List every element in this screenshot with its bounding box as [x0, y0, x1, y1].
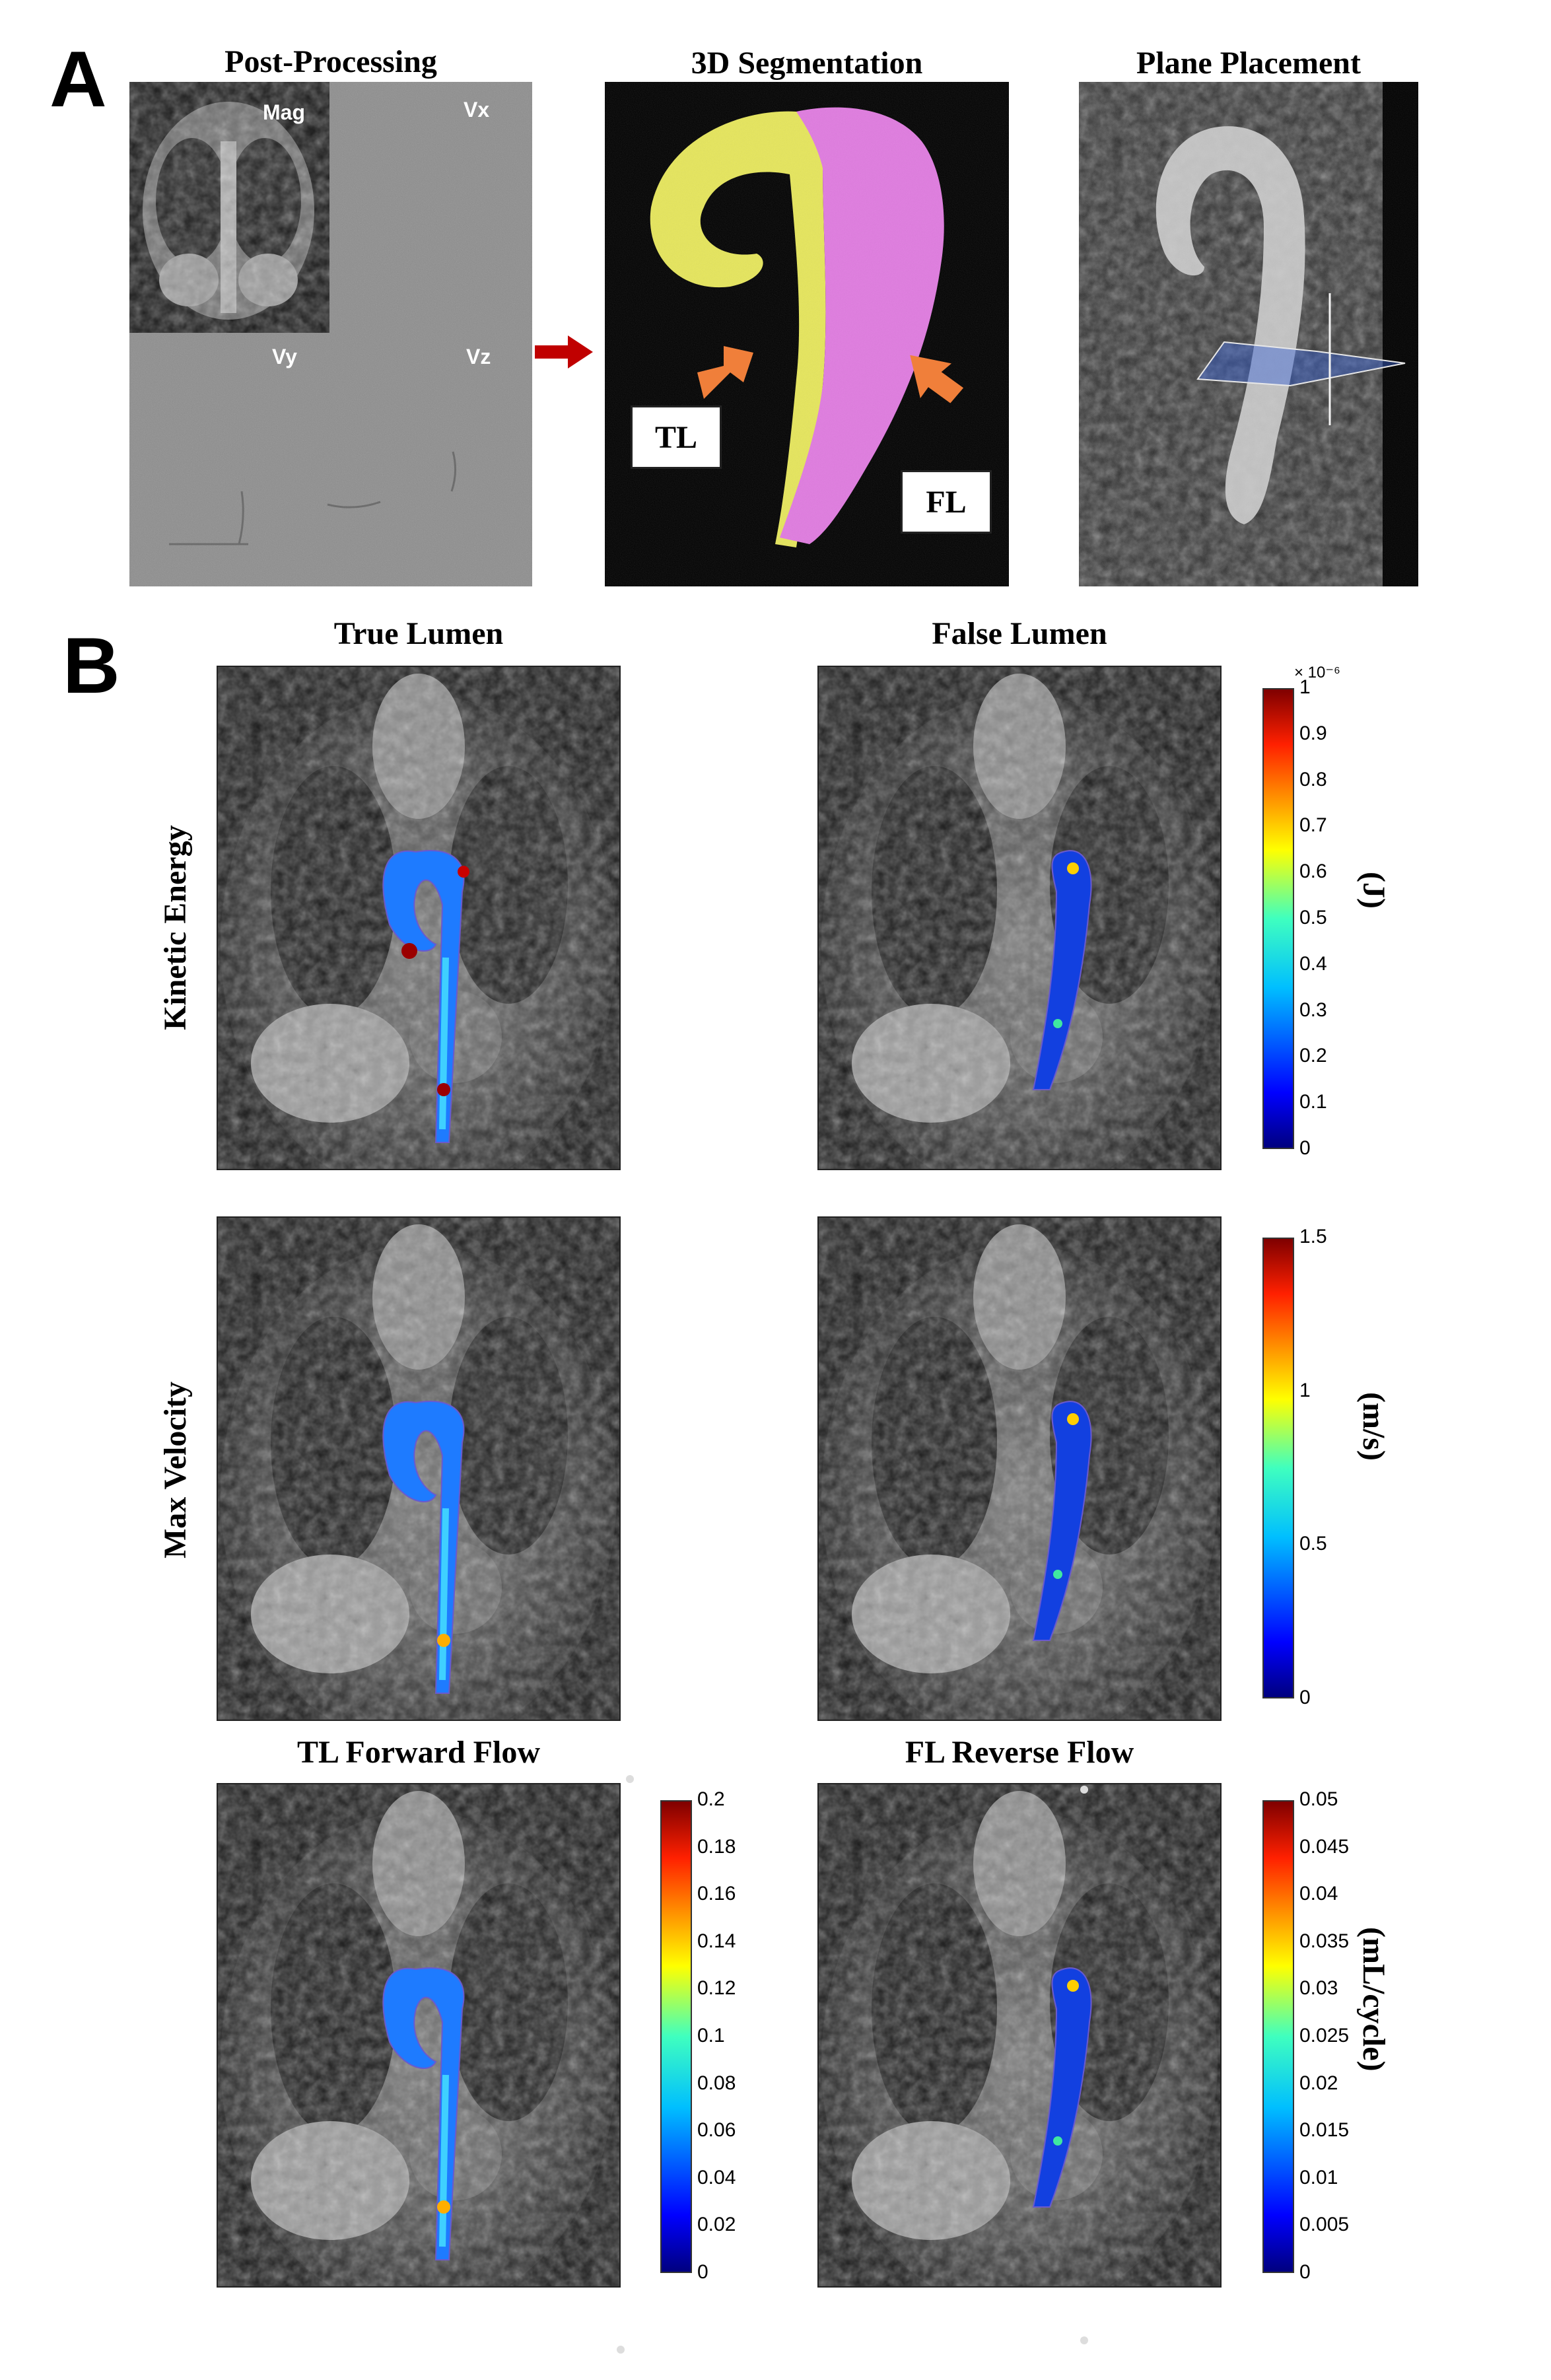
- fl-flow-colorbar-ticks: 0.05 0.045 0.04 0.035 0.03 0.025 0.02 0.015 0.01…: [1299, 1788, 1365, 2283]
- colorbar-tick-label: 0: [1299, 1687, 1311, 1708]
- colorbar-tick-label: 0.3: [1299, 998, 1327, 1021]
- fl-reverse-flow-map: [817, 1783, 1222, 2288]
- colorbar-tick-label: 0: [1299, 2261, 1311, 2283]
- colorbar-tick-label: 0.6: [1299, 860, 1327, 883]
- colorbar-tick-label: 0.18: [697, 1835, 736, 1858]
- fl-flow-colorbar: [1262, 1800, 1294, 2273]
- colorbar-tick-label: 0.035: [1299, 1930, 1350, 1952]
- plane-placement-title: Plane Placement: [1136, 46, 1361, 81]
- right-arrow-icon: [535, 335, 593, 368]
- colorbar-tick-label: 0.06: [697, 2119, 736, 2142]
- ke-colorbar-exponent: × 10⁻⁶: [1294, 664, 1340, 682]
- colorbar-tick-label: 0.04: [1299, 1883, 1338, 1905]
- colorbar-tick-label: 0.1: [697, 2025, 725, 2047]
- kinetic-energy-label: Kinetic Energy: [158, 825, 193, 1030]
- false-lumen-title: False Lumen: [932, 616, 1107, 651]
- vel-colorbar-unit: (m/s): [1356, 1392, 1391, 1461]
- colorbar-tick-label: 0.04: [697, 2166, 736, 2188]
- tl-forward-flow-map: [217, 1783, 621, 2288]
- colorbar-tick-label: 0: [697, 2261, 708, 2283]
- colorbar-tick-label: 0: [1299, 1137, 1311, 1159]
- colorbar-tick-label: 0.025: [1299, 2025, 1350, 2047]
- colorbar-tick-label: 0.1: [1299, 1091, 1327, 1113]
- scan-dot: [617, 2346, 625, 2354]
- colorbar-tick-label: 0.02: [1299, 2072, 1338, 2094]
- ke-colorbar-unit: (J): [1356, 872, 1391, 909]
- colorbar-tick-label: 1.5: [1299, 1226, 1327, 1247]
- tl-kinetic-energy-map: [217, 666, 621, 1170]
- vz-label: Vz: [466, 345, 491, 368]
- max-velocity-label: Max Velocity: [158, 1382, 193, 1558]
- colorbar-tick-label: 0.9: [1299, 722, 1327, 744]
- tl-forward-flow-title: TL Forward Flow: [297, 1735, 540, 1770]
- vx-label: Vx: [464, 98, 490, 122]
- post-processing-title: Post-Processing: [224, 44, 437, 79]
- colorbar-tick-label: 0.015: [1299, 2119, 1350, 2142]
- colorbar-tick-label: 0.5: [1299, 907, 1327, 928]
- segmentation-title: 3D Segmentation: [691, 46, 923, 81]
- colorbar-tick-label: 0.05: [1299, 1788, 1338, 1810]
- colorbar-tick-label: 0.7: [1299, 814, 1327, 837]
- fl-flow-colorbar-unit: (mL/cycle): [1356, 1927, 1391, 2072]
- scan-dot: [1080, 1786, 1088, 1794]
- colorbar-tick-label: 0.16: [697, 1883, 736, 1905]
- colorbar-tick-label: 1: [1299, 676, 1311, 698]
- tl-flow-colorbar: [660, 1800, 692, 2273]
- colorbar-tick-label: 0.4: [1299, 952, 1327, 975]
- colorbar-tick-label: 0.2: [697, 1788, 725, 1810]
- colorbar-tick-label: 0.01: [1299, 2166, 1338, 2188]
- colorbar-tick-label: 0.8: [1299, 768, 1327, 790]
- colorbar-tick-label: 0.12: [697, 1977, 736, 2000]
- fl-reverse-flow-title: FL Reverse Flow: [905, 1735, 1134, 1770]
- colorbar-tick-label: 0.005: [1299, 2214, 1350, 2236]
- colorbar-tick-label: 0.03: [1299, 1977, 1338, 2000]
- panel-a-letter: A: [50, 35, 107, 123]
- colorbar-tick-label: 0.14: [697, 1930, 736, 1952]
- ke-colorbar: [1262, 688, 1294, 1149]
- fl-max-velocity-map: [817, 1216, 1222, 1721]
- scan-dot: [626, 1775, 634, 1783]
- colorbar-tick-label: 0.2: [1299, 1045, 1327, 1067]
- colorbar-tick-label: 1: [1299, 1379, 1311, 1401]
- colorbar-tick-label: 0.5: [1299, 1533, 1327, 1555]
- plane-placement-image: [1079, 82, 1418, 586]
- tl-flow-colorbar-ticks: 0.2 0.18 0.16 0.14 0.12 0.1 0.08 0.06 0.04 0.02 0: [697, 1788, 750, 2283]
- vel-colorbar: [1262, 1238, 1294, 1698]
- mag-label: Mag: [263, 100, 305, 124]
- fl-label: FL: [901, 470, 992, 534]
- magnitude-image: [129, 82, 329, 333]
- tl-label: TL: [631, 405, 722, 469]
- colorbar-tick-label: 0.045: [1299, 1835, 1350, 1858]
- vy-label: Vy: [272, 345, 297, 368]
- ke-colorbar-ticks: 1 0.9 0.8 0.7 0.6 0.5 0.4 0.3 0.2 0.1 0: [1299, 676, 1352, 1159]
- panel-b-letter: B: [63, 621, 120, 710]
- colorbar-tick-label: 0.08: [697, 2072, 736, 2094]
- true-lumen-title: True Lumen: [333, 616, 504, 651]
- scan-dot: [1080, 2336, 1088, 2344]
- tl-max-velocity-map: [217, 1216, 621, 1721]
- fl-kinetic-energy-map: [817, 666, 1222, 1170]
- colorbar-tick-label: 0.02: [697, 2214, 736, 2236]
- vel-colorbar-ticks: 1.5 1 0.5 0: [1299, 1226, 1352, 1708]
